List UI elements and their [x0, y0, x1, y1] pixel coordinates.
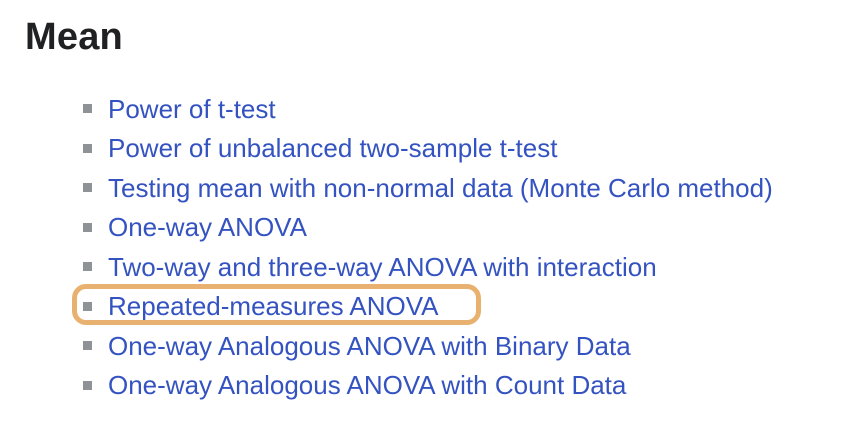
list-item: One-way Analogous ANOVA with Count Data: [80, 366, 773, 406]
square-bullet-icon: [83, 262, 92, 272]
link-two-way-three-way-anova[interactable]: Two-way and three-way ANOVA with interac…: [108, 251, 657, 282]
list-item-highlighted: Repeated-measures ANOVA: [72, 283, 773, 327]
list-item: Power of unbalanced two-sample t-test: [80, 129, 773, 169]
square-bullet-icon: [83, 183, 92, 193]
list-item: Testing mean with non-normal data (Monte…: [80, 168, 773, 208]
square-bullet-icon: [83, 301, 92, 311]
list-item: One-way Analogous ANOVA with Binary Data: [80, 326, 773, 366]
list-item: Two-way and three-way ANOVA with interac…: [80, 247, 773, 287]
link-repeated-measures-anova[interactable]: Repeated-measures ANOVA: [108, 291, 439, 322]
list-item: One-way ANOVA: [80, 208, 773, 248]
square-bullet-icon: [83, 341, 92, 351]
square-bullet-icon: [83, 143, 92, 153]
square-bullet-icon: [83, 380, 92, 390]
square-bullet-icon: [83, 222, 92, 232]
link-one-way-analogous-anova-count[interactable]: One-way Analogous ANOVA with Count Data: [108, 370, 627, 401]
link-power-of-unbalanced-two-sample-t-test[interactable]: Power of unbalanced two-sample t-test: [108, 133, 558, 164]
link-testing-mean-non-normal-data[interactable]: Testing mean with non-normal data (Monte…: [108, 172, 773, 203]
list-item: Power of t-test: [80, 89, 773, 129]
square-bullet-icon: [83, 104, 92, 114]
link-one-way-analogous-anova-binary[interactable]: One-way Analogous ANOVA with Binary Data: [108, 330, 631, 361]
link-power-of-t-test[interactable]: Power of t-test: [108, 93, 276, 124]
link-list: Power of t-test Power of unbalanced two-…: [72, 89, 773, 406]
link-one-way-anova[interactable]: One-way ANOVA: [108, 212, 307, 243]
section-heading: Mean: [25, 16, 123, 58]
